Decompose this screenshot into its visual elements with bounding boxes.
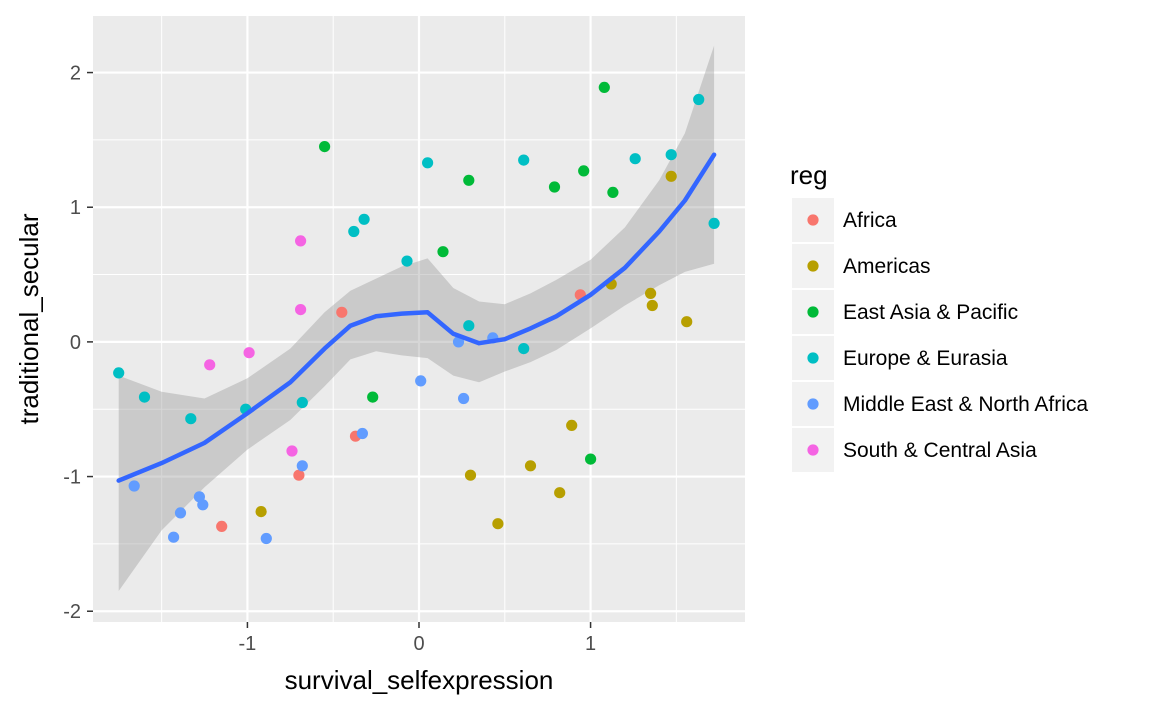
data-point <box>629 153 641 165</box>
data-point <box>693 93 705 106</box>
series-middle-east-north-africa <box>128 332 499 545</box>
data-point <box>463 320 475 332</box>
y-axis: -2 -1 0 1 2 <box>63 63 93 623</box>
data-point <box>113 367 125 379</box>
legend-key-dot <box>807 306 819 318</box>
data-point <box>296 396 308 409</box>
legend-key-dot <box>807 260 819 272</box>
data-point <box>524 460 537 472</box>
data-point <box>665 149 677 161</box>
series-europe-eurasia <box>113 93 720 425</box>
data-point <box>293 469 305 481</box>
data-point <box>348 225 360 238</box>
data-point <box>243 347 255 359</box>
y-axis-title: traditional_secular <box>14 213 44 424</box>
data-point <box>646 299 658 312</box>
legend-title: reg <box>790 160 828 190</box>
y-tick-label: 0 <box>70 332 81 354</box>
data-point <box>464 469 477 481</box>
smooth-line-layer <box>116 152 717 483</box>
data-point <box>548 181 561 193</box>
data-point <box>578 165 590 177</box>
data-point <box>295 304 307 316</box>
series-south-central-asia <box>204 235 307 457</box>
data-point <box>358 213 370 225</box>
data-point <box>708 217 720 229</box>
data-point <box>356 427 368 440</box>
data-point <box>665 170 677 182</box>
data-point <box>645 287 657 299</box>
data-point <box>518 343 530 355</box>
data-point <box>336 306 348 318</box>
x-tick-label: 1 <box>585 633 596 655</box>
legend-key-dot <box>807 214 819 226</box>
legend-label: Americas <box>843 255 931 278</box>
x-axis-title: survival_selfexpression <box>285 665 554 695</box>
data-point <box>458 392 470 405</box>
data-point <box>437 246 449 258</box>
legend-label: Africa <box>843 209 897 232</box>
data-point <box>367 391 379 403</box>
data-point <box>585 453 597 465</box>
data-point <box>492 518 504 530</box>
legend: reg Africa Americas East Asia & Pacific Eur… <box>790 160 1088 472</box>
y-tick-label: -1 <box>63 467 81 489</box>
data-point <box>554 487 566 499</box>
legend-label: Europe & Eurasia <box>843 347 1008 370</box>
y-tick-label: -2 <box>63 601 81 623</box>
data-point <box>296 460 308 472</box>
data-point <box>463 174 475 186</box>
data-point <box>286 445 298 457</box>
data-point <box>566 419 578 431</box>
data-point <box>415 375 427 387</box>
smooth-line <box>116 152 717 483</box>
data-point <box>204 359 216 371</box>
data-point <box>260 532 272 545</box>
major-gridlines <box>93 16 745 622</box>
data-point <box>197 499 209 511</box>
series-east-asia-pacific <box>319 81 619 465</box>
smooth-ribbon-layer <box>118 45 715 592</box>
data-point <box>422 157 434 169</box>
data-point <box>681 316 693 328</box>
series-americas <box>255 170 693 530</box>
x-tick-label: -1 <box>239 633 257 655</box>
data-point <box>255 506 267 518</box>
data-point <box>138 391 151 403</box>
legend-key-dot <box>807 398 819 410</box>
x-tick-label: 0 <box>413 633 424 655</box>
legend-key-dot <box>807 352 819 364</box>
x-axis: -1 0 1 <box>239 622 596 655</box>
data-point <box>168 531 180 543</box>
data-point <box>216 520 228 533</box>
data-point <box>174 507 187 519</box>
data-point <box>607 186 619 198</box>
legend-label: South & Central Asia <box>843 439 1037 462</box>
data-point <box>128 480 140 492</box>
points-layer <box>113 81 720 545</box>
legend-label: East Asia & Pacific <box>843 301 1018 324</box>
data-point <box>319 141 331 153</box>
data-point <box>518 154 530 166</box>
data-point <box>185 413 197 425</box>
y-tick-label: 2 <box>70 63 81 85</box>
legend-key-dot <box>807 444 819 456</box>
data-point <box>401 255 413 267</box>
data-point <box>598 81 610 93</box>
data-point <box>295 235 307 247</box>
smooth-ribbon <box>118 45 715 592</box>
y-tick-label: 1 <box>70 197 81 219</box>
legend-label: Middle East & North Africa <box>843 393 1088 416</box>
